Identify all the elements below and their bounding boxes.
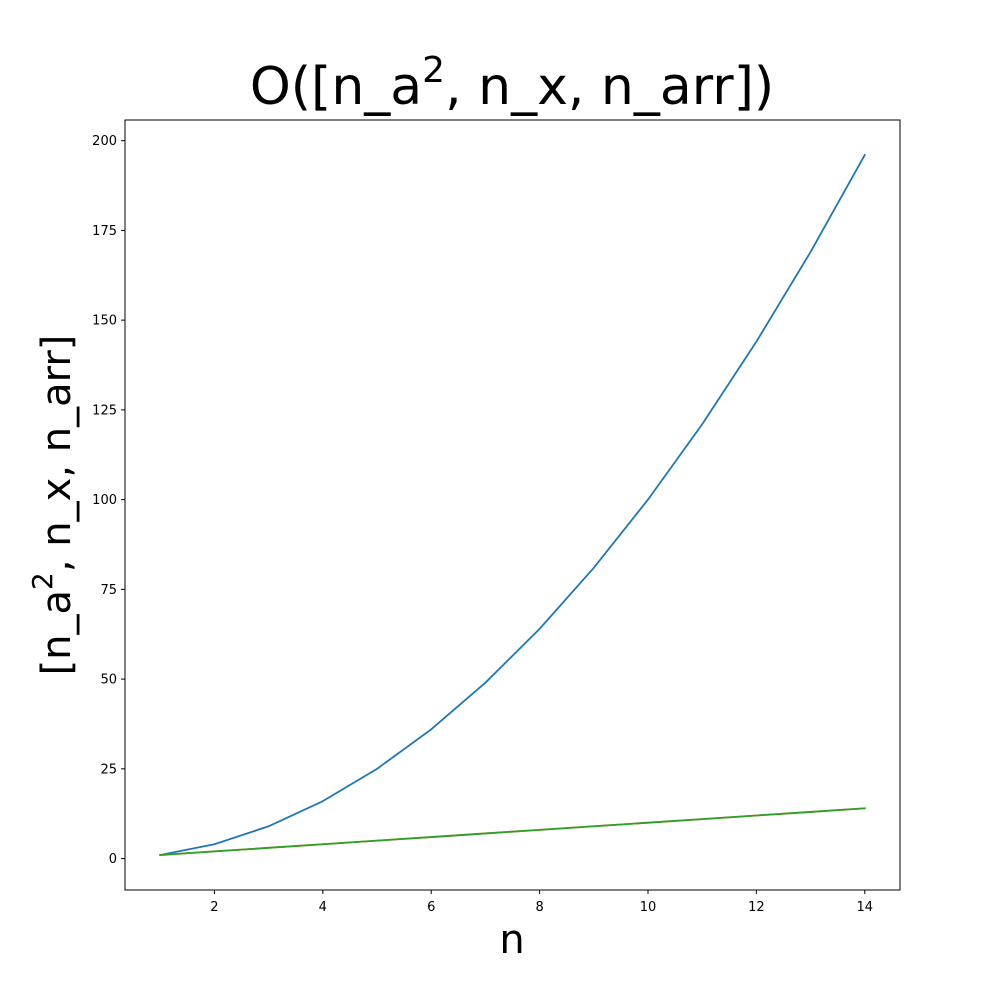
x-tick-label: 8 bbox=[535, 900, 543, 915]
y-axis-ticks: 0 25 50 75 100 125 150 175 200 bbox=[92, 134, 125, 867]
x-tick-label: 14 bbox=[856, 900, 873, 915]
x-tick-label: 6 bbox=[427, 900, 435, 915]
x-tick-label: 12 bbox=[748, 900, 765, 915]
x-tick-label: 4 bbox=[319, 900, 327, 915]
y-tick-label: 175 bbox=[92, 224, 117, 239]
plot-frame bbox=[124, 119, 901, 891]
x-axis-label: n bbox=[499, 917, 524, 963]
y-axis-label: [n_a2, n_x, n_arr] bbox=[26, 335, 80, 676]
x-tick-label: 2 bbox=[210, 900, 218, 915]
y-tick-label: 0 bbox=[109, 852, 117, 867]
series-line-3 bbox=[159, 807, 866, 856]
y-tick-label: 200 bbox=[92, 134, 117, 149]
y-tick-label: 75 bbox=[100, 583, 117, 598]
series-line-1 bbox=[159, 153, 866, 857]
y-tick-label: 25 bbox=[100, 762, 117, 777]
x-axis-ticks: 2 4 6 8 10 12 14 bbox=[210, 890, 873, 915]
y-tick-label: 150 bbox=[92, 314, 117, 329]
chart-title: O([n_a2, n_x, n_arr]) bbox=[250, 50, 774, 117]
y-tick-label: 50 bbox=[100, 673, 117, 688]
series-layer bbox=[159, 153, 866, 857]
y-tick-label: 100 bbox=[92, 493, 117, 508]
x-tick-label: 10 bbox=[640, 900, 657, 915]
y-tick-label: 125 bbox=[92, 403, 117, 418]
